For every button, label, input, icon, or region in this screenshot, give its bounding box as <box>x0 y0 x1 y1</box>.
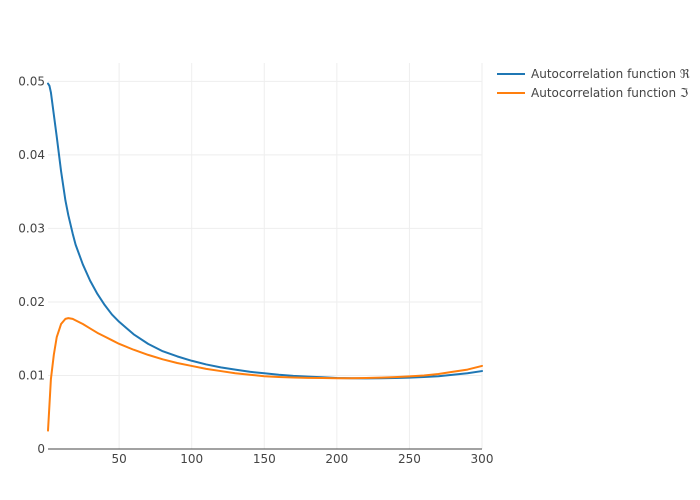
x-tick-labels: 50 100 150 200 250 300 <box>111 452 493 466</box>
x-tick-label: 50 <box>111 452 126 466</box>
legend-item-1[interactable]: Autocorrelation function ℜ <box>497 67 690 81</box>
x-tick-label: 300 <box>471 452 494 466</box>
y-tick-label: 0.01 <box>18 368 45 382</box>
y-tick-label: 0.03 <box>18 221 45 235</box>
y-tick-label: 0.02 <box>18 295 45 309</box>
legend-label: Autocorrelation function ℑ <box>531 86 688 100</box>
y-tick-label: 0.05 <box>18 74 45 88</box>
legend-item-2[interactable]: Autocorrelation function ℑ <box>497 86 688 100</box>
series-line-2 <box>47 317 483 432</box>
y-tick-label: 0.04 <box>18 148 45 162</box>
legend-label: Autocorrelation function ℜ <box>531 67 690 81</box>
legend[interactable]: Autocorrelation function ℜ Autocorrelatio… <box>497 67 690 100</box>
x-tick-label: 100 <box>180 452 203 466</box>
x-tick-label: 150 <box>253 452 276 466</box>
y-tick-label: 0 <box>37 442 45 456</box>
x-tick-label: 200 <box>325 452 348 466</box>
x-tick-label: 250 <box>398 452 421 466</box>
series-lines <box>47 82 483 432</box>
y-tick-labels: 0 0.01 0.02 0.03 0.04 0.05 <box>18 74 45 456</box>
series-line-1 <box>47 82 483 380</box>
grid <box>48 63 483 449</box>
